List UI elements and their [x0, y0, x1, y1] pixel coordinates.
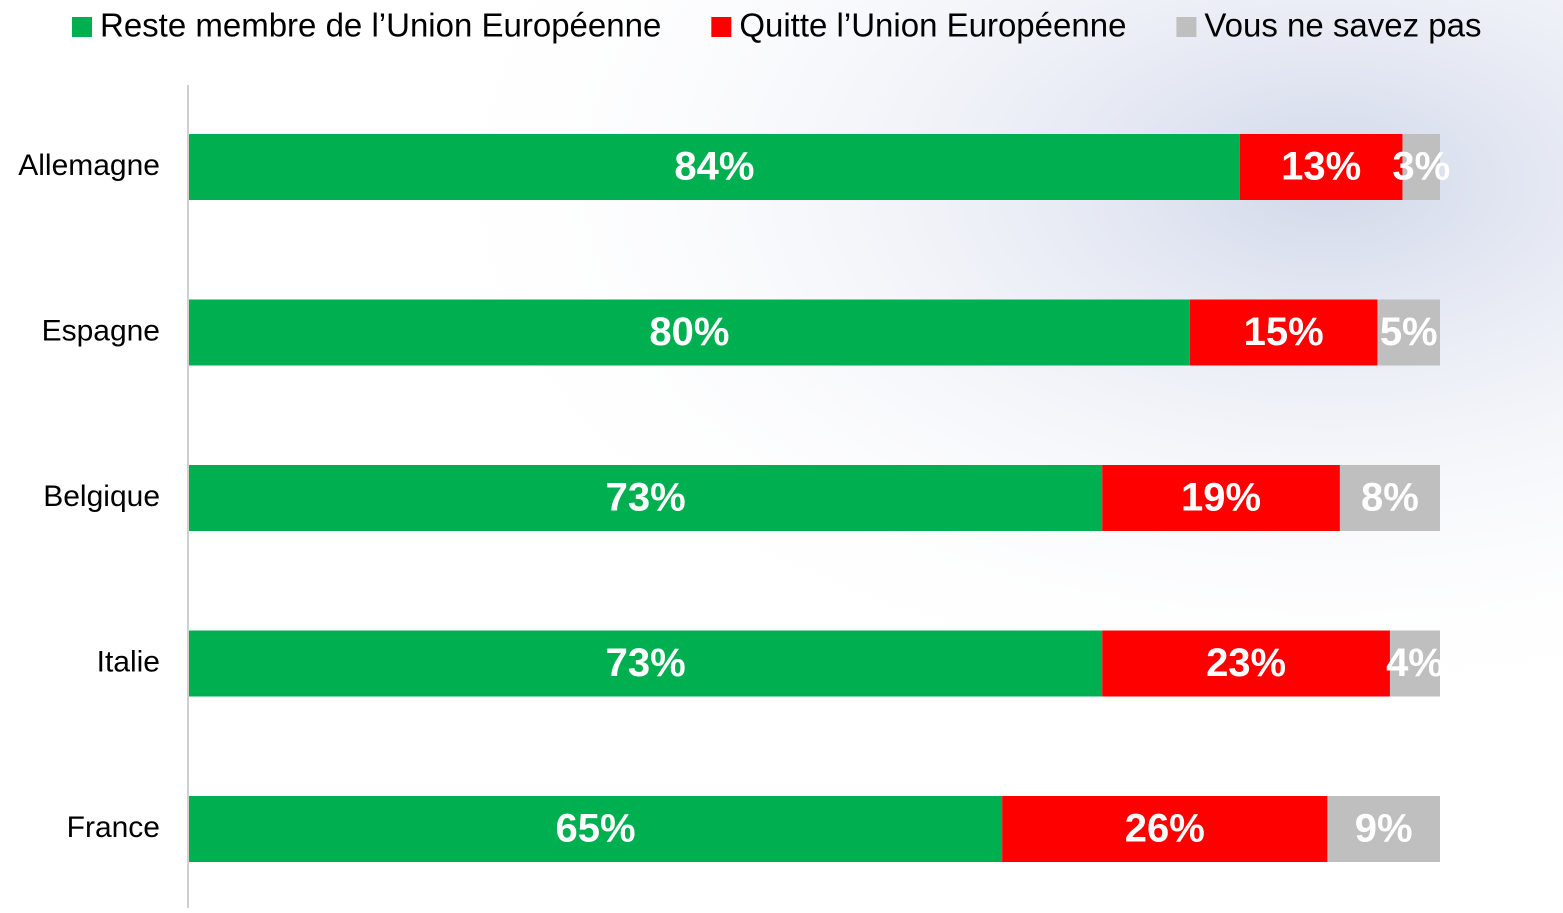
- y-tick-label: Allemagne: [18, 149, 160, 182]
- y-tick-label: Belgique: [43, 480, 160, 513]
- data-label: 3%: [1392, 145, 1450, 189]
- y-tick-label: Italie: [97, 645, 160, 678]
- bar-segment: [1402, 134, 1440, 200]
- data-label: 4%: [1386, 641, 1444, 685]
- bar-segment: [1189, 299, 1378, 366]
- data-label: 5%: [1380, 310, 1438, 354]
- y-tick-label: France: [67, 811, 160, 844]
- data-label: 73%: [606, 476, 686, 520]
- bar-segment: [189, 134, 1240, 200]
- bar-segment: [1339, 465, 1440, 531]
- bar-segment: [1102, 465, 1340, 531]
- legend-label: Reste membre de l’Union Européenne: [100, 7, 661, 44]
- bar-segment: [1102, 630, 1390, 697]
- data-label: 26%: [1125, 807, 1205, 851]
- bar-segment: [1377, 299, 1440, 366]
- data-label: 8%: [1361, 476, 1419, 520]
- y-tick-label: Espagne: [42, 314, 160, 347]
- legend-swatch: [72, 17, 92, 37]
- bar-segment: [1327, 796, 1440, 862]
- data-label: 15%: [1244, 310, 1324, 354]
- data-label: 13%: [1281, 145, 1361, 189]
- legend-swatch: [1176, 17, 1197, 37]
- legend-label: Quitte l’Union Européenne: [739, 7, 1126, 44]
- data-label: 84%: [674, 145, 754, 189]
- bar-segment: [189, 299, 1190, 366]
- legend-label: Vous ne savez pas: [1204, 7, 1481, 44]
- data-label: 23%: [1206, 641, 1286, 685]
- bar-segment: [189, 465, 1103, 531]
- bar-segment: [1389, 630, 1440, 697]
- bar-segment: [189, 630, 1103, 697]
- data-label: 65%: [556, 807, 636, 851]
- data-label: 9%: [1355, 807, 1413, 851]
- bar-segment: [1239, 134, 1403, 200]
- data-label: 19%: [1181, 476, 1261, 520]
- data-label: 80%: [649, 310, 729, 354]
- legend-swatch: [711, 17, 732, 37]
- bar-segment: [189, 796, 1003, 862]
- bar-segment: [1002, 796, 1328, 862]
- data-label: 73%: [606, 641, 686, 685]
